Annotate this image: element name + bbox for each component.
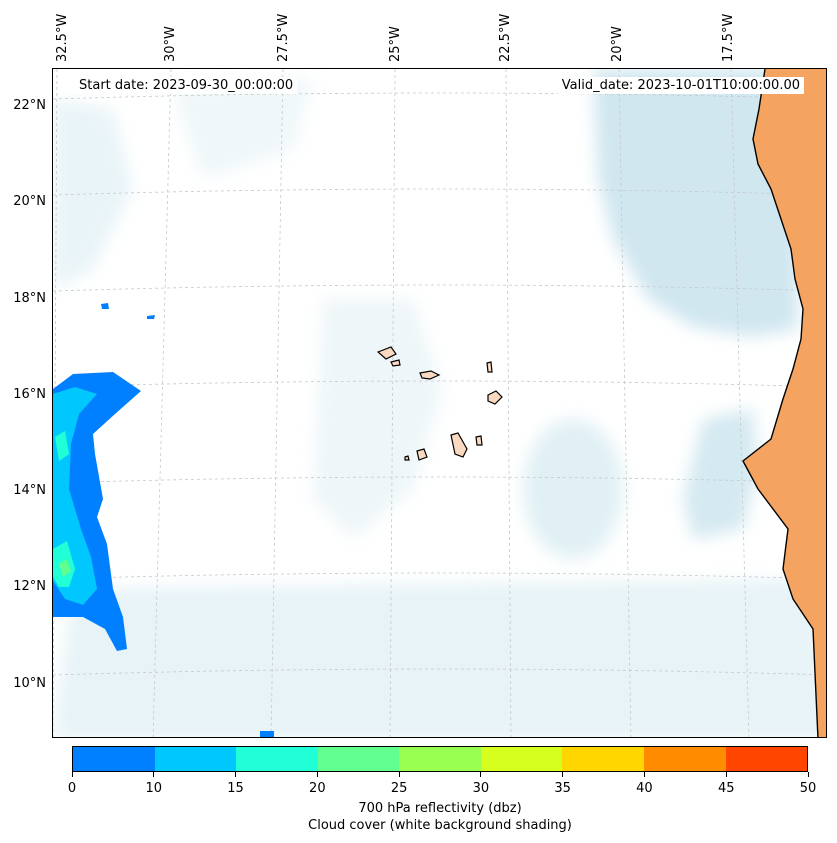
island-fogo	[416, 448, 428, 461]
map-canvas	[53, 69, 826, 737]
island-santo-antao	[376, 346, 397, 360]
island-sal	[486, 361, 493, 373]
lat-label-14n: 14°N	[13, 483, 46, 498]
colorbar-tick-label: 50	[799, 781, 817, 796]
graticule	[53, 69, 826, 737]
colorbar-tick-mark	[725, 772, 727, 777]
colorbar	[72, 746, 808, 772]
lat-label-20n: 20°N	[13, 194, 46, 209]
colorbar-tick-mark	[71, 772, 73, 777]
valid-date-label: Valid_date: 2023-10-01T10:00:00.00	[557, 77, 804, 94]
colorbar-tick-label: 20	[309, 781, 326, 796]
meridian-30w	[152, 69, 172, 737]
colorbar-segment	[236, 747, 318, 771]
meridian-32-5w	[53, 69, 58, 737]
colorbar-segment	[725, 747, 808, 771]
lat-label-12n: 12°N	[13, 579, 46, 594]
island-boa-vista	[487, 390, 503, 405]
parallel-18n	[53, 284, 826, 292]
parallel-20n	[53, 188, 826, 196]
reflectivity-core-west	[59, 559, 71, 577]
parallel-16n	[53, 380, 826, 388]
cape-verde-islands	[376, 346, 503, 461]
lon-label-22-5w: 22.5°W	[498, 13, 513, 62]
colorbar-tick-mark	[807, 772, 809, 777]
meridian-25w	[389, 69, 396, 737]
parallel-12n	[53, 572, 826, 580]
parallel-22n	[53, 92, 826, 100]
lat-label-16n: 16°N	[13, 387, 46, 402]
parallel-14n	[53, 476, 826, 484]
lat-label-10n: 10°N	[13, 676, 46, 691]
cloud-region-west	[53, 99, 133, 289]
parallel-10n	[53, 668, 826, 676]
colorbar-segment	[643, 747, 726, 771]
lon-label-25w: 25°W	[388, 26, 403, 62]
colorbar-tick-label: 0	[67, 781, 77, 796]
lat-label-22n: 22°N	[13, 98, 46, 113]
africa-coastline	[742, 69, 819, 737]
colorbar-segment	[154, 747, 237, 771]
meridian-27-5w	[270, 69, 284, 737]
colorbar-tick-label: 25	[390, 781, 408, 796]
reflectivity-speck-2	[147, 315, 155, 319]
colorbar-tick-mark	[643, 772, 645, 777]
colorbar-segment	[480, 747, 563, 771]
cloud-band-south	[53, 579, 826, 737]
meridian-20w	[618, 69, 632, 737]
colorbar-tick-mark	[153, 772, 155, 777]
lat-label-18n: 18°N	[13, 291, 46, 306]
colorbar-tick-label: 15	[227, 781, 244, 796]
colorbar-sublabel: Cloud cover (white background shading)	[308, 818, 572, 833]
lon-label-32-5w: 32.5°W	[55, 13, 70, 62]
island-brava	[404, 455, 410, 461]
island-sao-vicente	[390, 359, 401, 367]
cloud-region-northwest	[173, 79, 313, 179]
cloud-band-central	[313, 299, 443, 539]
island-maio	[475, 435, 483, 446]
colorbar-tick-label: 30	[472, 781, 490, 796]
reflectivity-speck-1	[101, 303, 109, 309]
colorbar-tick-mark	[480, 772, 482, 777]
reflectivity-patch-north	[55, 431, 69, 461]
colorbar-tick-label: 45	[717, 781, 735, 796]
cloud-patch-east	[523, 419, 623, 559]
africa-land	[743, 69, 826, 737]
colorbar-tick-label: 10	[145, 781, 163, 796]
colorbar-tick-mark	[562, 772, 564, 777]
cloud-region-east	[683, 409, 758, 539]
colorbar-tick-mark	[398, 772, 400, 777]
cloud-region-northeast	[593, 69, 798, 337]
island-sao-nicolau	[419, 370, 441, 380]
lon-label-30w: 30°W	[163, 26, 178, 62]
map-panel: Start date: 2023-09-30_00:00:00 Valid_da…	[52, 68, 827, 738]
reflectivity-layer	[53, 303, 274, 737]
colorbar-tick-label: 40	[636, 781, 653, 796]
meridian-22-5w	[505, 69, 512, 737]
lon-label-27-5w: 27.5°W	[276, 13, 291, 62]
lon-label-20w: 20°W	[610, 26, 625, 62]
colorbar-segment	[73, 747, 155, 771]
lon-label-17-5w: 17.5°W	[721, 13, 736, 62]
colorbar-segment	[399, 747, 481, 771]
island-santiago	[450, 432, 468, 458]
reflectivity-speck-3	[260, 731, 274, 737]
colorbar-tick-mark	[235, 772, 237, 777]
cloud-cover-layer	[53, 69, 826, 737]
meridian-17-5w	[730, 69, 750, 737]
colorbar-label: 700 hPa reflectivity (dbz)	[358, 801, 522, 816]
colorbar-segment	[317, 747, 400, 771]
start-date-label: Start date: 2023-09-30_00:00:00	[75, 77, 298, 94]
colorbar-tick-label: 35	[554, 781, 571, 796]
colorbar-segment	[562, 747, 644, 771]
colorbar-tick-mark	[316, 772, 318, 777]
